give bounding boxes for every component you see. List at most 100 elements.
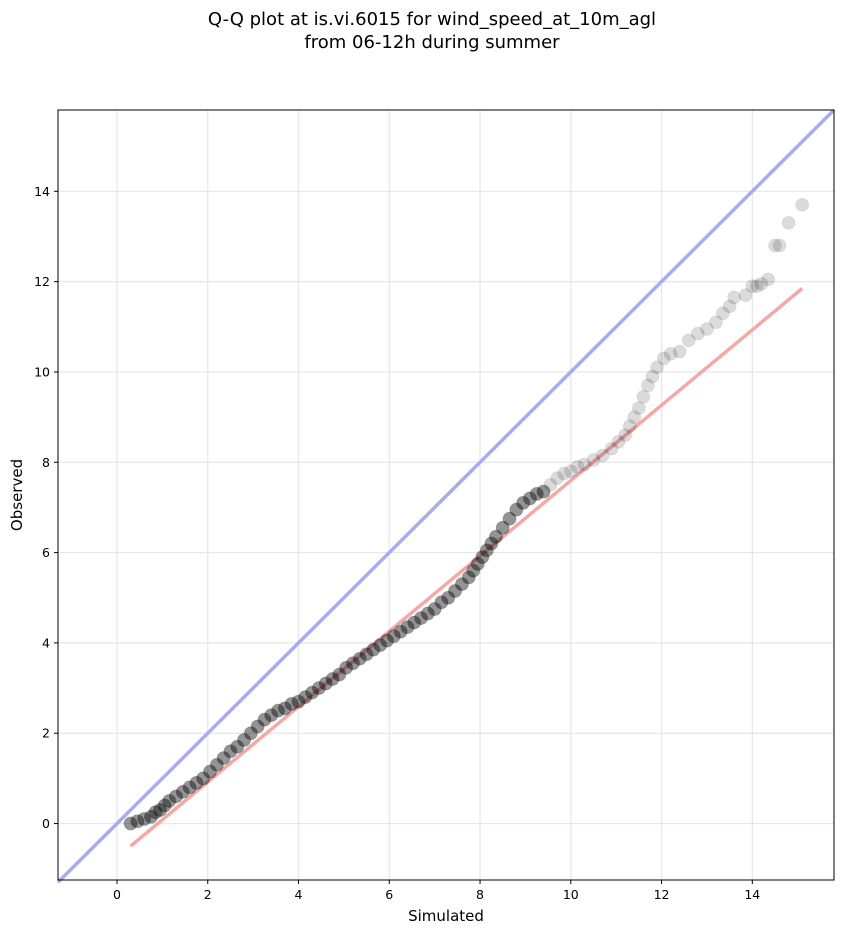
- data-point: [516, 495, 531, 510]
- x-tick-label: 10: [563, 887, 579, 902]
- data-point: [250, 719, 265, 734]
- data-point: [305, 685, 320, 700]
- y-tick-label: 4: [42, 635, 50, 650]
- data-point: [427, 602, 442, 617]
- data-point: [237, 733, 252, 747]
- data-point: [332, 667, 347, 682]
- data-points: [123, 197, 810, 831]
- data-point: [175, 784, 190, 799]
- data-point: [536, 484, 551, 499]
- data-point: [772, 238, 787, 253]
- chart-title-line2: from 06-12h during summer: [304, 32, 560, 53]
- data-point: [636, 389, 651, 404]
- data-point: [407, 615, 422, 630]
- data-point: [454, 577, 469, 592]
- data-point: [380, 633, 395, 648]
- data-point: [448, 583, 463, 598]
- data-point: [345, 656, 360, 671]
- y-tick-label: 14: [34, 184, 50, 199]
- data-point: [631, 401, 646, 416]
- data-point: [386, 629, 401, 644]
- data-point: [522, 491, 537, 506]
- y-tick-label: 0: [42, 816, 50, 831]
- data-point: [400, 620, 415, 635]
- data-point: [640, 378, 655, 393]
- data-point: [203, 764, 218, 779]
- data-point: [196, 771, 211, 786]
- data-point: [556, 466, 571, 481]
- data-point: [470, 556, 485, 571]
- data-point: [318, 676, 333, 691]
- data-point: [325, 672, 340, 687]
- data-point: [157, 798, 172, 813]
- data-point: [271, 703, 286, 718]
- data-point: [209, 757, 224, 772]
- data-point: [461, 570, 476, 585]
- x-tick-label: 14: [744, 887, 760, 902]
- data-point: [672, 344, 687, 359]
- data-point: [645, 369, 660, 384]
- data-point: [484, 536, 499, 551]
- data-point: [291, 694, 306, 709]
- x-tick-label: 2: [204, 887, 212, 902]
- grid-lines: [58, 110, 834, 880]
- data-point: [761, 272, 776, 287]
- data-point: [650, 360, 665, 375]
- data-point: [509, 502, 524, 517]
- y-tick-label: 10: [34, 364, 50, 379]
- data-point: [715, 306, 730, 321]
- data-point: [543, 477, 558, 492]
- data-point: [563, 464, 578, 479]
- y-tick-label: 6: [42, 545, 50, 560]
- data-point: [699, 322, 714, 337]
- data-point: [586, 453, 601, 467]
- x-tick-label: 6: [385, 887, 393, 902]
- data-point: [434, 595, 449, 610]
- data-point: [768, 238, 783, 253]
- data-point: [243, 726, 258, 741]
- data-point: [745, 279, 760, 294]
- data-point: [749, 279, 764, 294]
- data-point: [298, 690, 313, 705]
- x-tick-label: 0: [113, 887, 121, 902]
- data-point: [690, 326, 705, 341]
- data-point: [618, 428, 633, 443]
- data-point: [148, 805, 163, 820]
- data-point: [550, 471, 565, 486]
- data-point: [441, 590, 456, 605]
- identity-line: [56, 108, 836, 884]
- data-point: [709, 315, 724, 330]
- chart-title-line1: Q-Q plot at is.vi.6015 for wind_speed_at…: [208, 9, 656, 30]
- data-point: [502, 511, 517, 526]
- data-point: [488, 529, 503, 544]
- data-point: [611, 434, 626, 449]
- data-point: [257, 712, 272, 727]
- fit-line: [129, 287, 804, 848]
- data-point: [529, 486, 544, 501]
- data-point: [264, 708, 279, 723]
- data-point: [781, 215, 796, 230]
- data-point: [475, 550, 490, 565]
- data-point: [577, 457, 592, 472]
- data-point: [339, 660, 354, 675]
- x-tick-label: 8: [476, 887, 484, 902]
- x-axis-label: Simulated: [408, 907, 484, 925]
- data-point: [182, 780, 197, 795]
- y-tick-label: 12: [34, 274, 50, 289]
- data-point: [153, 803, 168, 817]
- y-tick-label: 2: [42, 726, 50, 741]
- data-point: [137, 812, 152, 827]
- data-point: [681, 333, 696, 348]
- data-point: [366, 642, 381, 657]
- y-tick-label: 8: [42, 455, 50, 470]
- data-point: [570, 459, 585, 474]
- y-axis-label: Observed: [8, 459, 26, 531]
- plot-frame: [57, 109, 835, 881]
- data-point: [627, 410, 642, 425]
- axis-ticks: 0 2 4 6 8 10 12 14 0 2 4 6 8 10 12 14: [34, 184, 760, 902]
- data-point: [622, 419, 637, 434]
- data-point: [727, 290, 742, 305]
- data-point: [311, 681, 326, 696]
